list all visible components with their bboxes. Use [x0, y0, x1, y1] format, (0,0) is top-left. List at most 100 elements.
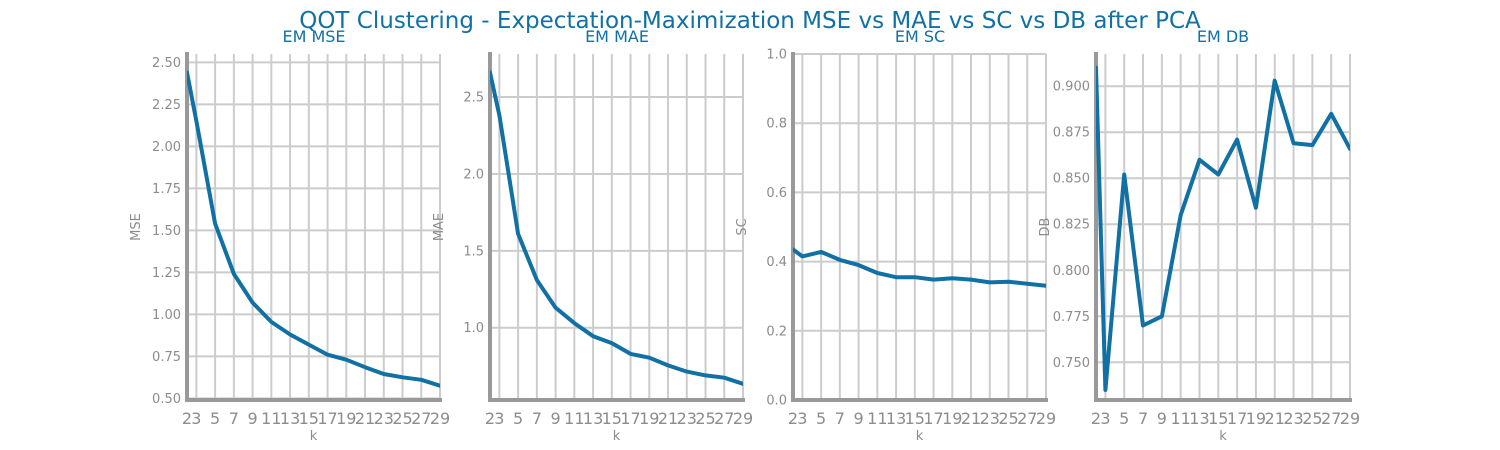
x-tick-label: 7 — [229, 409, 239, 428]
x-tick-label: 9 — [853, 409, 863, 428]
y-tick-label: 0.850 — [1053, 172, 1090, 187]
y-tick-label: 0.750 — [1053, 356, 1090, 371]
figure-suptitle: QOT Clustering - Expectation-Maximizatio… — [299, 8, 1201, 34]
y-tick-label: 0.775 — [1053, 310, 1090, 325]
y-tick-label: 2.00 — [152, 140, 181, 155]
x-tick-label: 23 — [374, 409, 394, 428]
x-tick-label: 27 — [411, 409, 431, 428]
y-tick-label: 1.5 — [463, 244, 484, 259]
y-tick-label: 2.50 — [152, 56, 181, 71]
x-axis-label: k — [613, 429, 621, 444]
x-tick-label: 17 — [317, 409, 337, 428]
x-tick-label: 3 — [797, 409, 807, 428]
x-tick-label: 25 — [1302, 409, 1322, 428]
subplot-title: EM MSE — [282, 27, 345, 46]
x-tick-label: 27 — [1017, 409, 1037, 428]
x-tick-label: 21 — [1265, 409, 1285, 428]
subplot-title: EM MAE — [585, 27, 649, 46]
x-tick-label: 2 — [485, 409, 495, 428]
y-tick-label: 1.0 — [766, 48, 787, 63]
y-tick-label: 1.00 — [152, 308, 181, 323]
x-tick-label: 9 — [550, 409, 560, 428]
y-tick-label: 2.25 — [152, 98, 181, 113]
y-tick-label: 0.6 — [766, 186, 787, 201]
x-tick-label: 2 — [1091, 409, 1101, 428]
x-tick-label: 25 — [392, 409, 412, 428]
x-tick-label: 7 — [835, 409, 845, 428]
x-axis-label: k — [310, 429, 318, 444]
y-tick-label: 0.8 — [766, 117, 787, 132]
x-tick-label: 5 — [1119, 409, 1129, 428]
series-line — [1096, 65, 1350, 392]
x-tick-label: 19 — [639, 409, 659, 428]
y-tick-label: 0.50 — [152, 392, 181, 407]
x-tick-label: 7 — [532, 409, 542, 428]
y-tick-label: 0.75 — [152, 350, 181, 365]
x-tick-label: 23 — [1283, 409, 1303, 428]
x-tick-label: 27 — [1321, 409, 1341, 428]
y-tick-label: 2.5 — [463, 91, 484, 106]
x-axis-label: k — [916, 429, 924, 444]
x-tick-label: 29 — [1340, 409, 1360, 428]
x-tick-label: 13 — [583, 409, 603, 428]
y-tick-label: 0.800 — [1053, 264, 1090, 279]
x-tick-label: 29 — [733, 409, 753, 428]
x-tick-label: 25 — [695, 409, 715, 428]
x-tick-label: 25 — [998, 409, 1018, 428]
x-tick-label: 19 — [1246, 409, 1266, 428]
x-tick-label: 19 — [336, 409, 356, 428]
x-tick-label: 2 — [182, 409, 192, 428]
x-tick-label: 5 — [513, 409, 523, 428]
subplot-title: EM DB — [1197, 27, 1249, 46]
y-tick-label: 0.4 — [766, 255, 787, 270]
x-tick-label: 5 — [210, 409, 220, 428]
y-tick-label: 1.50 — [152, 224, 181, 239]
x-tick-label: 21 — [658, 409, 678, 428]
x-tick-label: 3 — [191, 409, 201, 428]
x-tick-label: 11 — [261, 409, 281, 428]
y-axis-label: MSE — [129, 213, 144, 241]
y-axis-label: MAE — [432, 213, 447, 241]
x-tick-label: 11 — [564, 409, 584, 428]
subplot-sc: 0.00.20.40.60.81.02 3 5 7 9 11131517192123252… — [735, 27, 1056, 444]
y-tick-label: 0.825 — [1053, 218, 1090, 233]
y-tick-label: 1.25 — [152, 266, 181, 281]
y-tick-label: 0.900 — [1053, 80, 1090, 95]
x-tick-label: 23 — [980, 409, 1000, 428]
x-tick-label: 9 — [247, 409, 257, 428]
x-tick-label: 29 — [1036, 409, 1056, 428]
x-tick-label: 3 — [494, 409, 504, 428]
x-tick-label: 27 — [714, 409, 734, 428]
x-tick-label: 15 — [602, 409, 622, 428]
x-tick-label: 21 — [355, 409, 375, 428]
y-axis-label: SC — [735, 218, 750, 235]
x-tick-label: 15 — [905, 409, 925, 428]
x-tick-label: 13 — [280, 409, 300, 428]
subplot-title: EM SC — [895, 27, 945, 46]
x-tick-label: 15 — [299, 409, 319, 428]
x-axis-label: k — [1219, 429, 1227, 444]
x-tick-label: 7 — [1138, 409, 1148, 428]
y-tick-label: 0.0 — [766, 394, 787, 409]
x-tick-label: 2 — [788, 409, 798, 428]
series-line — [187, 70, 440, 388]
subplot-mae: 1.01.52.02.52 3 5 7 9 11131517192123252729EM … — [432, 27, 753, 444]
x-tick-label: 13 — [1189, 409, 1209, 428]
y-tick-label: 1.0 — [463, 321, 484, 336]
x-tick-label: 15 — [1208, 409, 1228, 428]
x-tick-label: 5 — [816, 409, 826, 428]
x-tick-label: 21 — [961, 409, 981, 428]
x-tick-label: 29 — [430, 409, 450, 428]
x-tick-label: 3 — [1100, 409, 1110, 428]
series-line — [793, 247, 1046, 288]
series-line — [490, 70, 743, 386]
y-tick-label: 0.875 — [1053, 126, 1090, 141]
x-tick-label: 13 — [886, 409, 906, 428]
x-tick-label: 11 — [867, 409, 887, 428]
x-tick-label: 9 — [1157, 409, 1167, 428]
y-tick-label: 1.75 — [152, 182, 181, 197]
x-tick-label: 11 — [1170, 409, 1190, 428]
x-tick-label: 17 — [1227, 409, 1247, 428]
